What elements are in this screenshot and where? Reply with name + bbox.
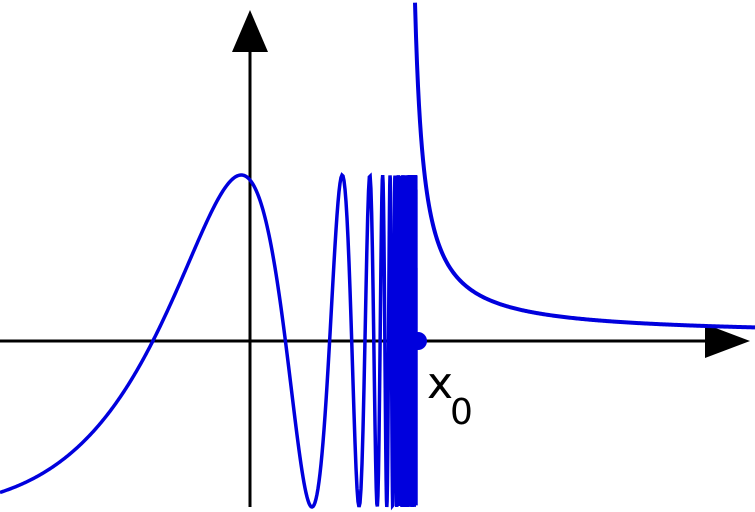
point-x0 <box>409 332 427 350</box>
x-axis-arrowhead <box>705 324 750 358</box>
point-label: x <box>427 358 453 409</box>
y-axis-arrowhead <box>232 10 268 52</box>
oscillating-curve <box>0 172 418 511</box>
hyperbolic-curve <box>413 2 755 330</box>
point-label-subscript: 0 <box>450 392 473 433</box>
